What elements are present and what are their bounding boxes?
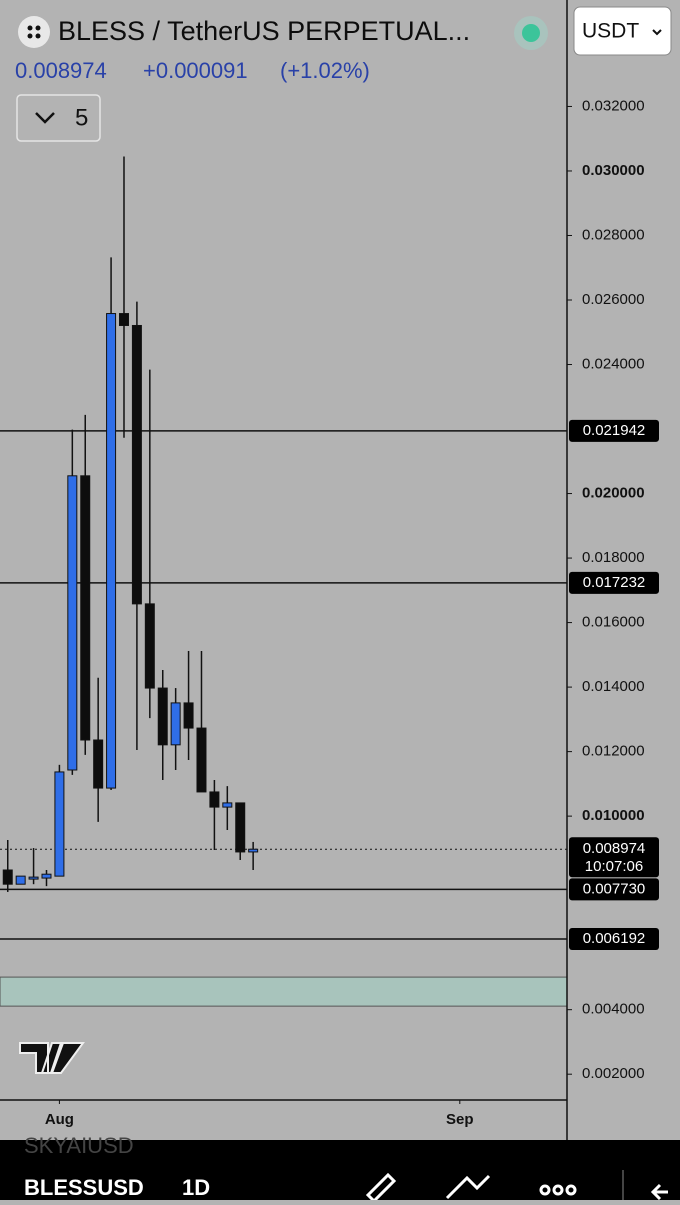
level-tag: [569, 878, 659, 901]
candle-body: [248, 848, 259, 853]
candle-body: [222, 802, 233, 808]
y-tick-label: 0.014000: [582, 678, 645, 695]
draw-icon[interactable]: [365, 1172, 397, 1204]
y-tick-label: 0.020000: [582, 485, 645, 502]
level-label: 0.007730: [583, 880, 646, 897]
y-tick-label: 0.012000: [582, 743, 645, 760]
y-tick-label: 0.010000: [582, 807, 645, 824]
next-symbol[interactable]: SKYAIUSD: [24, 1133, 134, 1158]
plot: 0.002000 0.004000 0.010000 0.012000 0.014000…: [0, 97, 659, 1128]
icon-dot: [27, 33, 33, 39]
candle-body: [196, 727, 207, 793]
logo: [19, 1042, 85, 1074]
candle-body: [67, 475, 78, 771]
countdown: 10:07:06: [585, 858, 643, 875]
back-icon[interactable]: [650, 1183, 668, 1201]
y-tick-label: 0.004000: [582, 1001, 645, 1018]
zone: [0, 976, 568, 1007]
candle-body: [54, 771, 65, 877]
level-tag: [569, 927, 659, 950]
y-tick-label: 0.028000: [582, 226, 645, 243]
icon-dot: [27, 25, 33, 31]
level-label: 0.021942: [583, 422, 646, 439]
candle-body: [144, 603, 155, 689]
candle-body: [183, 702, 194, 729]
price-change-pct: (+1.02%): [280, 58, 370, 83]
candle-body: [2, 869, 13, 885]
chevron: [652, 29, 662, 36]
x-tick-label: Aug: [45, 1111, 74, 1128]
y-tick-label: 0.018000: [582, 549, 645, 566]
candle-body: [28, 876, 39, 880]
price-change: +0.000091: [143, 58, 248, 83]
chevron: [35, 112, 55, 124]
y-tick-label: 0.002000: [582, 1065, 645, 1082]
current-price-tag: [569, 837, 659, 878]
level-tag: [569, 419, 659, 442]
candle-body: [93, 739, 104, 789]
y-tick-label: 0.016000: [582, 614, 645, 631]
y-tick-label: 0.024000: [582, 355, 645, 372]
x-tick-label: Sep: [446, 1111, 474, 1128]
candle-body: [80, 475, 91, 741]
indicator-toggle[interactable]: [16, 94, 101, 142]
candle-body: [41, 873, 52, 879]
icon-dot: [35, 33, 41, 39]
tools-icon[interactable]: [445, 1174, 491, 1200]
y-tick-label: 0.032000: [582, 97, 645, 114]
level-label: 0.017232: [583, 574, 646, 591]
candle-body: [118, 313, 129, 326]
level-label: 0.006192: [583, 930, 646, 947]
last-price: 0.008974: [15, 58, 107, 83]
y-tick-label: 0.030000: [582, 162, 645, 179]
candle-body: [131, 324, 142, 605]
level-tag: [569, 571, 659, 594]
more-icon[interactable]: [539, 1184, 577, 1196]
status-dot: [522, 24, 540, 42]
currency-label: USDT: [582, 20, 639, 43]
currency-select[interactable]: [573, 6, 672, 56]
candle-body: [106, 313, 117, 789]
candle-body: [157, 687, 168, 746]
symbol-title[interactable]: BLESS / TetherUS PERPETUAL...: [58, 16, 470, 46]
icon-dot: [35, 25, 41, 31]
interval[interactable]: 1D: [182, 1175, 210, 1200]
indicator-count: 5: [75, 104, 88, 131]
footer-symbol[interactable]: BLESSUSD: [24, 1175, 144, 1200]
y-tick-label: 0.026000: [582, 291, 645, 308]
candle-body: [170, 702, 181, 746]
candle-body: [209, 791, 220, 808]
current-price-label: 0.008974: [583, 840, 646, 857]
candle-body: [15, 875, 26, 885]
candle-body: [235, 802, 246, 853]
symbol-icon[interactable]: [18, 16, 50, 48]
